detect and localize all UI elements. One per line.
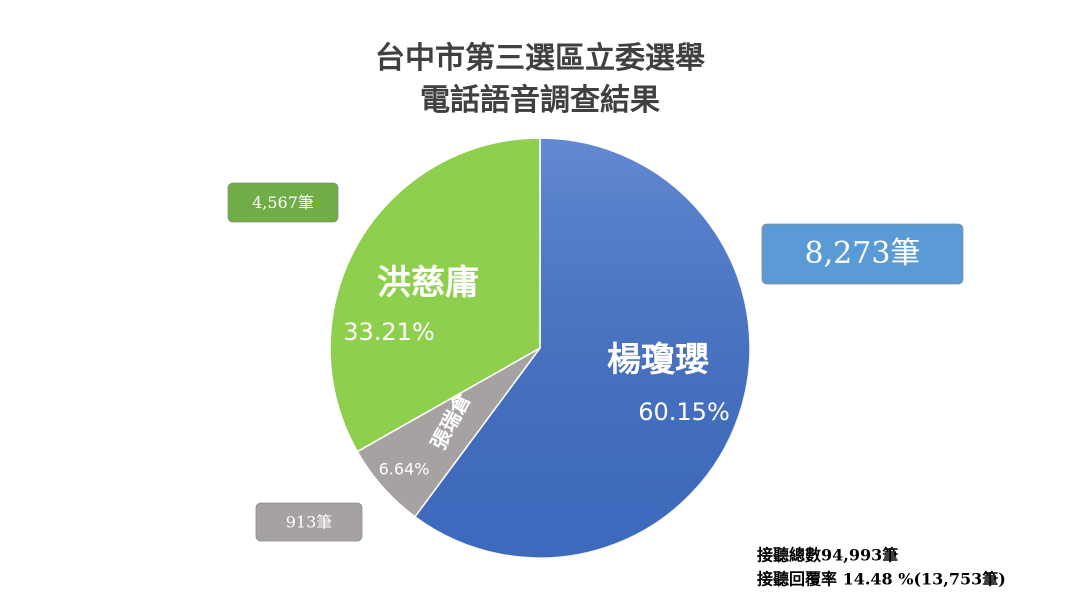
count-box [255,502,363,542]
count-label: 8,273筆 [805,236,921,271]
count-box [227,182,339,223]
count-label: 913筆 [286,513,333,532]
count-label: 4,567筆 [252,193,314,212]
note: 接聽總數94,993筆 [757,546,898,565]
note: 接聽回覆率 14.48 %(13,753筆) [757,570,1006,589]
slice-name: 楊瓊瓔 [607,340,709,380]
value-label: 6.64% [379,460,430,479]
chart-title: 台中市第三選區立委選舉 [375,41,706,76]
pie-slice [329,137,541,453]
value-label: 60.15% [638,398,730,426]
slice-shade [414,138,750,558]
value-label: 33.21% [343,318,435,346]
slice-name: 洪慈庸 [377,263,479,303]
count-box [761,223,964,285]
chart-subtitle: 電話語音調查結果 [420,83,660,118]
